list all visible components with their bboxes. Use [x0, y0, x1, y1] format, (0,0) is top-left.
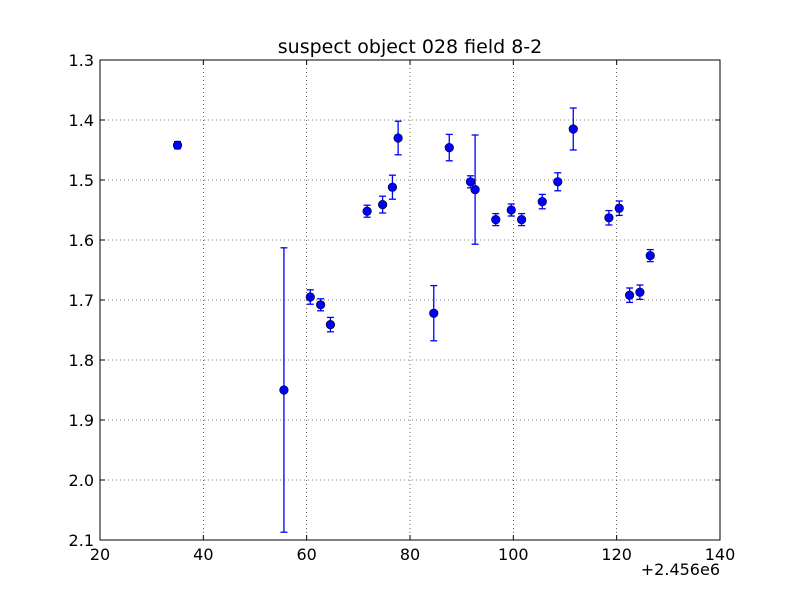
- data-point: [614, 203, 624, 213]
- data-point: [635, 287, 645, 297]
- data-point: [624, 290, 635, 300]
- x-tick-label: 120: [601, 545, 632, 564]
- y-tick-label: 2.1: [69, 531, 94, 550]
- data-point: [553, 177, 563, 187]
- data-point: [568, 124, 578, 134]
- plot-frame: [99, 59, 721, 541]
- data-point: [506, 205, 516, 215]
- data-point: [378, 200, 388, 210]
- data-point: [516, 215, 527, 225]
- y-tick-label: 1.4: [69, 111, 94, 130]
- y-tick-label: 1.6: [69, 231, 94, 250]
- data-point: [491, 215, 501, 225]
- data-point: [387, 182, 398, 192]
- data-point: [362, 206, 372, 216]
- y-tick-label: 1.7: [69, 291, 94, 310]
- data-point: [470, 185, 480, 195]
- data-point: [604, 213, 614, 223]
- data-point: [444, 143, 454, 153]
- data-points: [172, 124, 655, 395]
- data-point: [537, 197, 547, 207]
- data-point: [393, 133, 403, 143]
- grid-lines: [100, 60, 720, 540]
- x-axis-offset-label: +2.456e6: [641, 560, 720, 579]
- data-point: [305, 292, 315, 302]
- data-point: [172, 140, 183, 150]
- y-tick-label: 1.8: [69, 351, 94, 370]
- axis-ticks: 20 40 60 80 100 120 140 1.3 1.4 1.5 1.6 1.7 1.8 1.9 2.…: [69, 51, 736, 564]
- x-tick-label: 140: [705, 545, 736, 564]
- x-tick-label: 80: [400, 545, 420, 564]
- data-point: [429, 308, 439, 318]
- y-tick-label: 1.5: [69, 171, 94, 190]
- data-point: [316, 300, 326, 310]
- y-tick-label: 2.0: [69, 471, 94, 490]
- y-tick-label: 1.9: [69, 411, 94, 430]
- x-tick-label: 100: [498, 545, 529, 564]
- data-point: [645, 251, 655, 261]
- error-bars: [174, 107, 654, 533]
- x-tick-label: 40: [193, 545, 213, 564]
- x-tick-label: 20: [90, 545, 110, 564]
- x-tick-label: 60: [296, 545, 316, 564]
- chart-title: suspect object 028 field 8-2: [278, 36, 543, 58]
- y-tick-label: 1.3: [69, 51, 94, 70]
- data-point: [465, 177, 476, 187]
- data-point: [279, 385, 289, 395]
- data-point: [325, 320, 336, 330]
